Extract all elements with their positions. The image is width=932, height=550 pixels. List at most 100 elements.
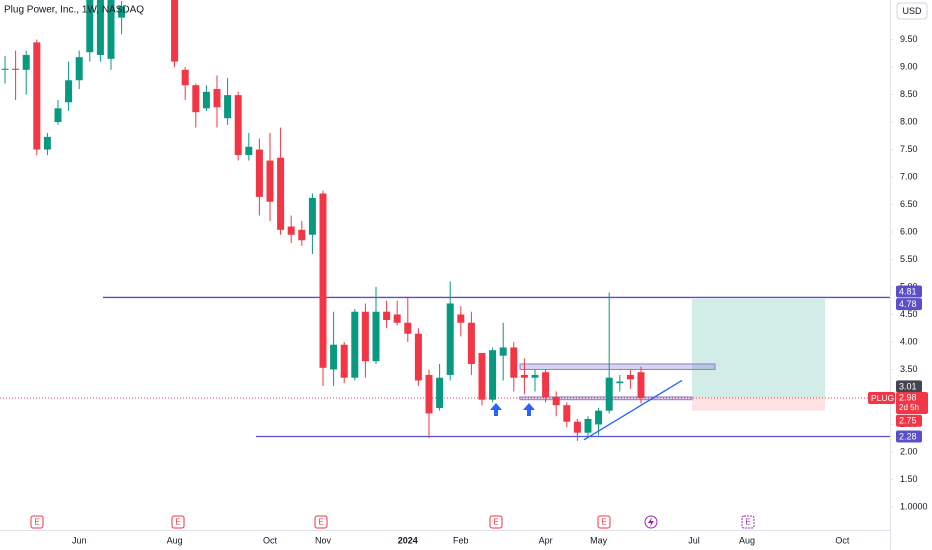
earnings-icon[interactable] bbox=[741, 515, 755, 529]
candle-body bbox=[287, 226, 295, 235]
earnings-label: E bbox=[175, 518, 180, 527]
countdown-label: 2d 5h bbox=[899, 403, 919, 412]
candle-body bbox=[202, 91, 210, 109]
marker-price-label-bg bbox=[896, 380, 922, 393]
candle-body bbox=[626, 374, 634, 380]
y-tick-label: 8.00 bbox=[900, 116, 918, 126]
level-label-bg bbox=[896, 430, 922, 443]
candle-body bbox=[43, 136, 51, 150]
candle-body bbox=[489, 350, 497, 400]
candle-body bbox=[520, 374, 528, 378]
candle-body bbox=[404, 322, 412, 334]
earnings-icon[interactable] bbox=[314, 515, 328, 529]
y-tick-label: 3.50 bbox=[900, 364, 918, 374]
candle-body bbox=[467, 322, 475, 364]
candle-body bbox=[298, 229, 306, 241]
marker-price-label: 3.01 bbox=[899, 381, 917, 391]
earnings-icon[interactable] bbox=[489, 515, 503, 529]
x-tick-label: Aug bbox=[167, 535, 183, 545]
candle-body bbox=[308, 197, 316, 235]
candle-body bbox=[224, 95, 232, 119]
earnings-label: E bbox=[745, 518, 750, 527]
x-tick-label: Feb bbox=[453, 535, 469, 545]
candle-body bbox=[107, 0, 115, 59]
candle-body bbox=[255, 149, 263, 197]
candle-body bbox=[361, 311, 369, 362]
time-axis: Jun Aug Oct Nov 2024 Feb Apr May Jul Aug Oct bbox=[72, 535, 850, 545]
earnings-label: E bbox=[601, 518, 606, 527]
candle-body bbox=[277, 157, 285, 230]
candle-body bbox=[319, 193, 327, 368]
candle-body bbox=[372, 311, 380, 362]
target-label-bg bbox=[896, 298, 922, 311]
event-icon-bolt bbox=[648, 517, 654, 527]
candle-body bbox=[266, 160, 274, 202]
y-tick-label: 5.50 bbox=[900, 254, 918, 264]
candle-body bbox=[531, 374, 539, 378]
y-tick-label: 1.50 bbox=[900, 474, 918, 484]
y-tick-label: 9.50 bbox=[900, 34, 918, 44]
candle-body bbox=[65, 80, 73, 103]
earnings-icon[interactable] bbox=[597, 515, 611, 529]
candle-body bbox=[414, 333, 422, 381]
position-profit bbox=[692, 299, 825, 399]
y-tick-label: 8.50 bbox=[900, 89, 918, 99]
candle-body bbox=[330, 344, 338, 370]
stop-label: 2.75 bbox=[899, 416, 917, 426]
x-tick-label: Apr bbox=[539, 535, 553, 545]
x-tick-label: Nov bbox=[315, 535, 332, 545]
candle-body bbox=[1, 68, 9, 70]
earnings-label: E bbox=[493, 518, 498, 527]
candle-body bbox=[605, 377, 613, 411]
position-loss bbox=[692, 398, 825, 411]
symbol-bg bbox=[868, 392, 895, 405]
candle-body bbox=[637, 372, 645, 399]
y-tick-label: 2.00 bbox=[900, 446, 918, 456]
candle-body bbox=[12, 68, 20, 70]
earnings-label: E bbox=[34, 518, 39, 527]
candle-body bbox=[192, 85, 200, 113]
y-tick-label: 1.0000 bbox=[900, 501, 928, 511]
currency-button[interactable] bbox=[896, 2, 928, 20]
candle-body bbox=[234, 95, 242, 156]
last-price-label: 2.98 bbox=[899, 392, 917, 402]
candle-body bbox=[340, 344, 348, 378]
x-tick-label: Jul bbox=[688, 535, 700, 545]
candle-body bbox=[573, 421, 581, 433]
plot-area bbox=[0, 0, 890, 441]
x-tick-label: Oct bbox=[263, 535, 278, 545]
earnings-icon[interactable] bbox=[30, 515, 44, 529]
candle-body bbox=[54, 108, 62, 123]
target-label: 4.78 bbox=[899, 299, 917, 309]
candle-body bbox=[383, 311, 391, 320]
y-tick-label: 7.50 bbox=[900, 144, 918, 154]
x-tick-label: Jun bbox=[72, 535, 87, 545]
x-tick-label: Oct bbox=[835, 535, 850, 545]
candle-body bbox=[22, 54, 30, 70]
candle-body bbox=[457, 314, 465, 323]
candle-body bbox=[351, 311, 359, 378]
arrow-up bbox=[523, 403, 535, 416]
y-tick-label: 7.00 bbox=[900, 171, 918, 181]
zone bbox=[519, 363, 716, 370]
symbol-label: PLUG bbox=[871, 393, 894, 403]
currency-label[interactable]: USD bbox=[902, 6, 922, 16]
earnings-label: E bbox=[318, 518, 323, 527]
candle-body bbox=[595, 410, 603, 425]
candle-body bbox=[118, 6, 126, 18]
stop-label-bg bbox=[896, 414, 922, 427]
x-tick-label: Aug bbox=[739, 535, 755, 545]
earnings-icon[interactable] bbox=[171, 515, 185, 529]
x-tick-label: 2024 bbox=[398, 535, 418, 545]
candle-body bbox=[96, 0, 104, 55]
x-tick-label: May bbox=[590, 535, 608, 545]
candle-body bbox=[510, 347, 518, 378]
y-tick-label: 4.00 bbox=[900, 336, 918, 346]
candle-body bbox=[616, 381, 624, 384]
level-label: 2.28 bbox=[899, 431, 917, 441]
price-axis: 9.509.008.508.007.507.006.506.005.505.00… bbox=[868, 34, 928, 511]
candle-body bbox=[33, 42, 41, 150]
